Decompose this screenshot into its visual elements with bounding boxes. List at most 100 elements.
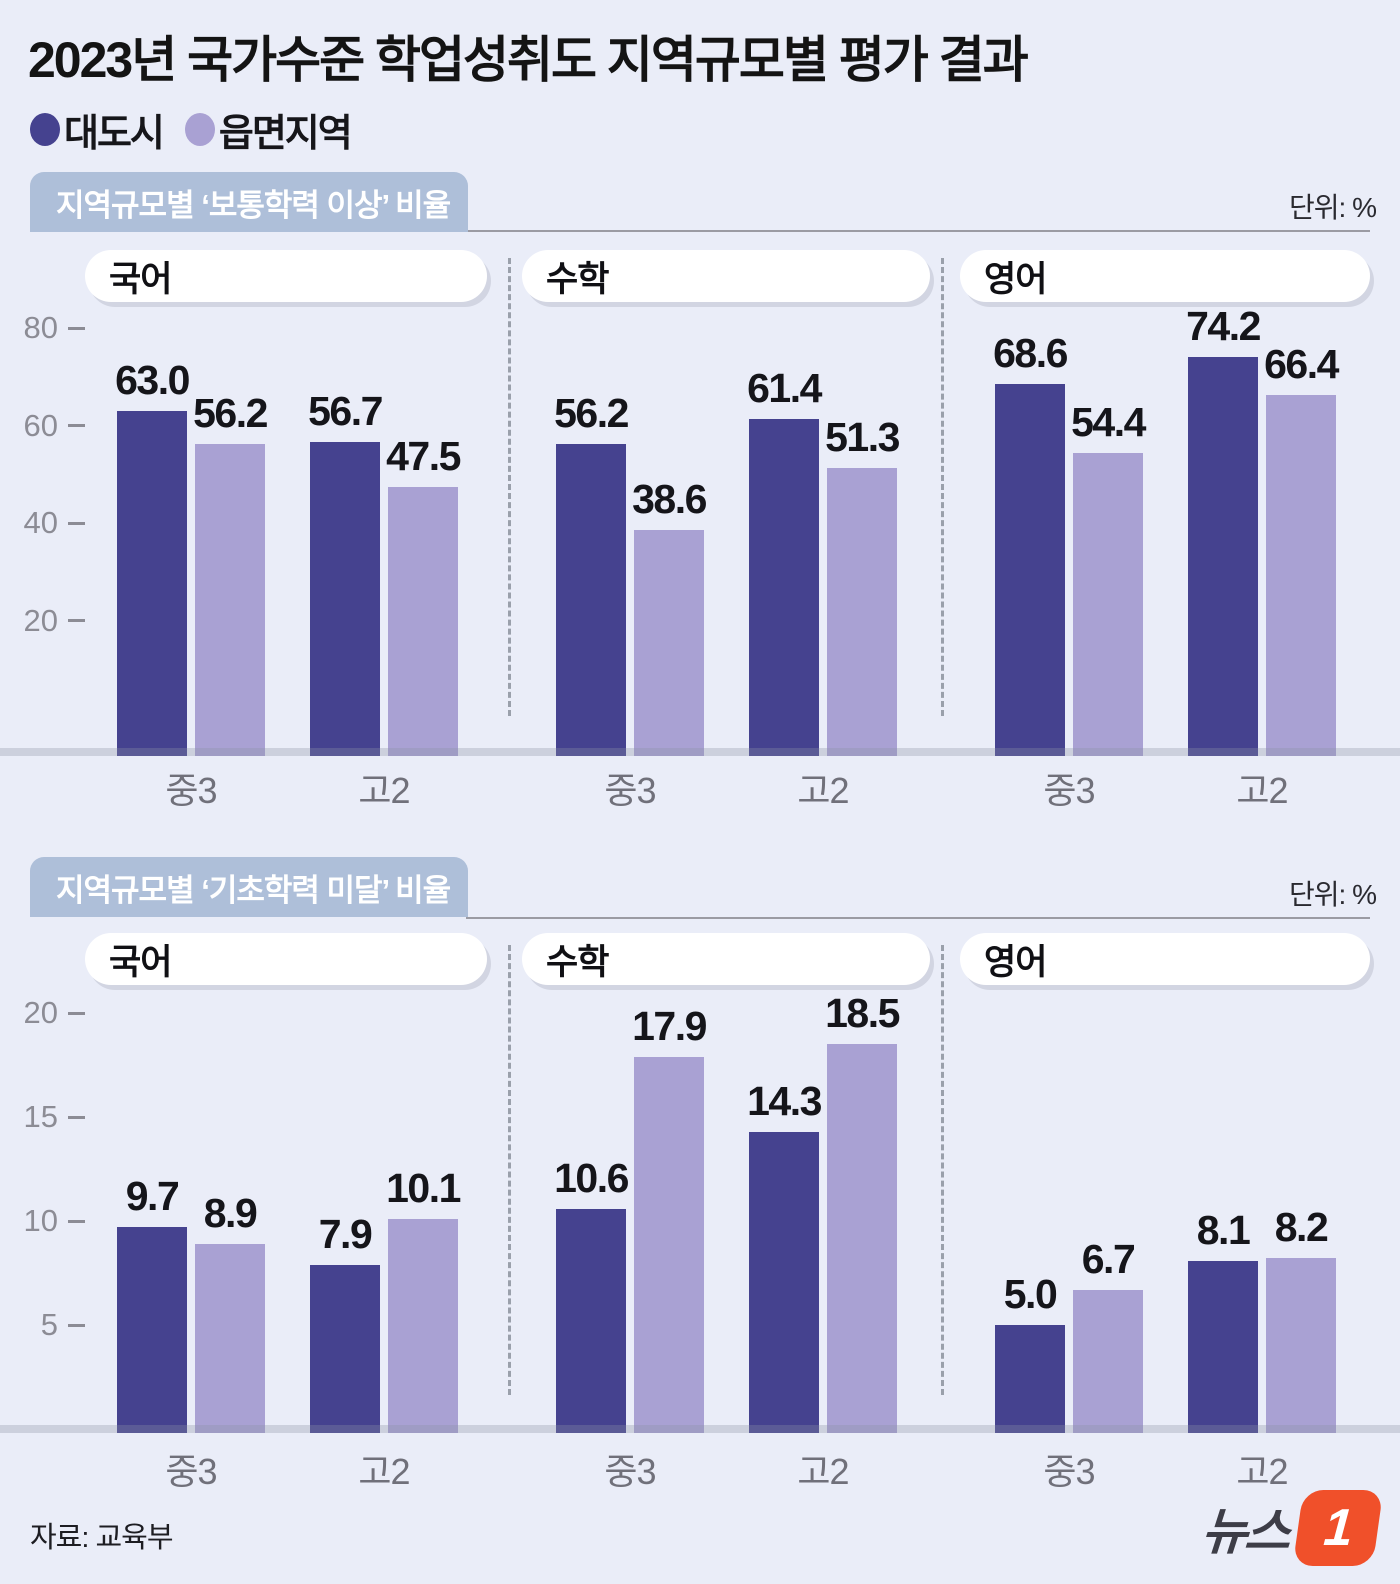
y-axis-tick: 5 bbox=[14, 1305, 85, 1345]
bar-value-label: 10.1 bbox=[386, 1164, 461, 1211]
tick-dash-icon bbox=[68, 1219, 85, 1223]
y-axis-tick: 60 bbox=[14, 406, 85, 446]
bar-rural bbox=[1073, 453, 1143, 756]
bar-value-label: 61.4 bbox=[747, 364, 822, 411]
bar-value-label: 18.5 bbox=[825, 990, 900, 1037]
y-axis-tick: 20 bbox=[14, 601, 85, 641]
tick-dash-icon bbox=[68, 521, 85, 525]
bar-value-label: 63.0 bbox=[115, 357, 190, 404]
bar-value-label: 56.2 bbox=[554, 390, 629, 437]
bar-value-label: 68.6 bbox=[993, 329, 1068, 376]
unit-label-bottom: 단위: % bbox=[1289, 879, 1377, 910]
bar-value-label: 66.4 bbox=[1264, 340, 1339, 387]
subject-label: 국어 bbox=[109, 942, 172, 982]
bar-metro bbox=[995, 1325, 1065, 1433]
bar-value-label: 6.7 bbox=[1081, 1235, 1136, 1282]
tick-dash-icon bbox=[68, 1115, 85, 1119]
bar-value-label: 9.7 bbox=[125, 1173, 180, 1220]
tick-value: 60 bbox=[23, 407, 58, 443]
unit-label-top: 단위: % bbox=[1289, 192, 1377, 223]
bar-metro bbox=[310, 441, 380, 756]
subject-divider bbox=[941, 258, 944, 716]
x-axis-label: 고2 bbox=[358, 1451, 410, 1492]
bar-metro bbox=[995, 383, 1065, 756]
axis-baseline bbox=[0, 1425, 1400, 1433]
tick-dash-icon bbox=[68, 326, 85, 330]
subject-pill: 수학 bbox=[522, 933, 930, 985]
bar-value-label: 74.2 bbox=[1186, 302, 1261, 349]
legend-label-metro: 대도시 bbox=[64, 113, 165, 155]
bar-value-label: 47.5 bbox=[386, 432, 461, 479]
tick-value: 10 bbox=[23, 1203, 58, 1238]
x-axis-label: 고2 bbox=[1236, 770, 1288, 811]
tick-dash-icon bbox=[68, 424, 85, 428]
bar-value-label: 5.0 bbox=[1003, 1271, 1058, 1317]
x-axis-label: 중3 bbox=[165, 770, 217, 811]
subject-label: 수학 bbox=[546, 942, 609, 982]
bar-metro bbox=[1188, 356, 1258, 756]
bar-rural bbox=[1266, 1258, 1336, 1433]
bar-value-label: 51.3 bbox=[825, 414, 900, 461]
subject-divider bbox=[508, 945, 511, 1395]
subject-label: 국어 bbox=[109, 259, 172, 299]
tick-dash-icon bbox=[68, 619, 85, 623]
bar-value-label: 8.1 bbox=[1196, 1206, 1251, 1253]
tick-value: 20 bbox=[23, 995, 58, 1030]
subject-pill: 수학 bbox=[522, 250, 930, 302]
header-rule-bottom bbox=[466, 917, 1370, 919]
tick-value: 15 bbox=[23, 1099, 58, 1134]
tick-value: 20 bbox=[23, 602, 58, 638]
source-label: 자료: 교육부 bbox=[30, 1522, 174, 1554]
bar-value-label: 14.3 bbox=[747, 1077, 822, 1124]
page-title: 2023년 국가수준 학업성취도 지역규모별 평가 결과 bbox=[28, 32, 1029, 88]
bar-rural bbox=[634, 1056, 704, 1433]
axis-baseline bbox=[0, 748, 1400, 756]
legend: 대도시 읍면지역 bbox=[30, 102, 353, 157]
bar-value-label: 56.2 bbox=[193, 390, 268, 437]
subject-pill: 국어 bbox=[85, 933, 487, 985]
bar-value-label: 7.9 bbox=[318, 1210, 373, 1257]
x-axis-label: 중3 bbox=[604, 1451, 656, 1492]
legend-item-metro: 대도시 bbox=[30, 102, 165, 157]
x-axis-label: 중3 bbox=[165, 1451, 217, 1492]
bar-metro bbox=[556, 1208, 626, 1433]
news1-logo-text: 뉴스 bbox=[1199, 1504, 1290, 1560]
subject-divider bbox=[508, 258, 511, 716]
bar-value-label: 17.9 bbox=[632, 1002, 707, 1049]
legend-dot-rural-icon bbox=[184, 113, 215, 146]
bar-metro bbox=[310, 1264, 380, 1433]
subject-label: 수학 bbox=[546, 259, 609, 299]
bar-metro bbox=[749, 418, 819, 756]
legend-dot-metro-icon bbox=[30, 113, 60, 146]
x-axis-label: 고2 bbox=[1236, 1451, 1288, 1492]
bar-rural bbox=[388, 1218, 458, 1433]
bar-value-label: 56.7 bbox=[308, 387, 383, 434]
y-axis-tick: 10 bbox=[14, 1201, 85, 1241]
bar-rural bbox=[827, 1044, 897, 1433]
bar-metro bbox=[117, 1227, 187, 1433]
bar-metro bbox=[556, 444, 626, 756]
bar-value-label: 10.6 bbox=[554, 1154, 629, 1201]
section-title-normal-or-above: 지역규모별 ‘보통학력 이상’ 비율 bbox=[30, 172, 468, 232]
bar-rural bbox=[195, 1243, 265, 1433]
x-axis-label: 고2 bbox=[797, 1451, 849, 1492]
tick-value: 80 bbox=[23, 310, 58, 346]
bar-metro bbox=[117, 411, 187, 756]
subject-divider bbox=[941, 945, 944, 1395]
tick-dash-icon bbox=[68, 1011, 85, 1015]
news1-logo-one-box: 1 bbox=[1292, 1490, 1384, 1566]
x-axis-label: 고2 bbox=[797, 770, 849, 811]
bar-value-label: 8.2 bbox=[1274, 1204, 1329, 1251]
tick-dash-icon bbox=[68, 1323, 85, 1327]
legend-label-rural: 읍면지역 bbox=[218, 113, 353, 155]
x-axis-label: 중3 bbox=[1043, 1451, 1095, 1492]
bar-rural bbox=[827, 468, 897, 756]
bar-metro bbox=[749, 1131, 819, 1433]
x-axis-label: 중3 bbox=[604, 770, 656, 811]
y-axis-tick: 40 bbox=[14, 503, 85, 543]
x-axis-label: 중3 bbox=[1043, 770, 1095, 811]
bar-value-label: 38.6 bbox=[632, 476, 707, 523]
